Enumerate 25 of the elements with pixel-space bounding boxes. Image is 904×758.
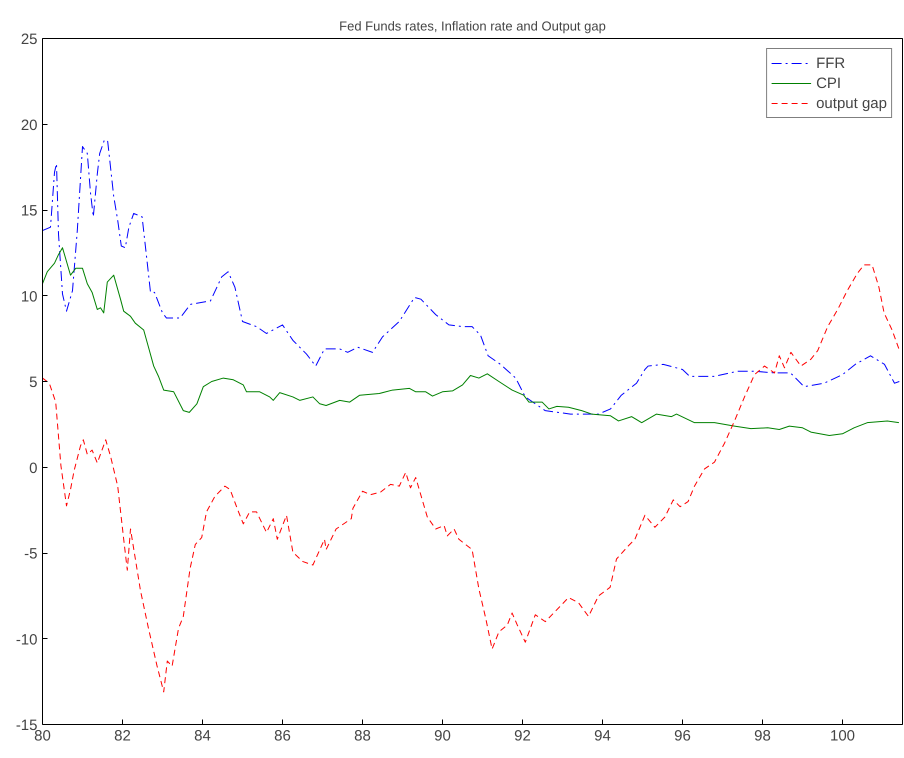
x-tick-label: 92 (514, 728, 531, 744)
x-tick-label: 100 (830, 728, 856, 744)
y-tick-label: -10 (16, 631, 38, 648)
legend-label: CPI (816, 74, 842, 92)
legend-label: FFR (816, 54, 846, 72)
x-tick-label: 96 (674, 728, 691, 744)
x-tick-label: 84 (194, 728, 211, 744)
line-series (42, 139, 900, 415)
x-tick-label: 90 (434, 728, 451, 744)
y-tick-label: 20 (20, 116, 38, 134)
y-tick-label: -5 (24, 546, 38, 562)
y-tick-label: 15 (20, 202, 38, 220)
x-tick-label: 86 (274, 728, 291, 744)
legend-label: output gap (816, 94, 887, 112)
y-tick-label: 25 (20, 31, 38, 48)
line-series (42, 247, 900, 436)
chart-title: Fed Funds rates, Inflation rate and Output gap (339, 18, 606, 34)
x-tick-label: 98 (754, 728, 771, 744)
x-tick-label: 94 (594, 728, 611, 744)
y-tick-label: 0 (29, 460, 38, 477)
x-tick-label: 88 (354, 728, 371, 744)
y-tick-label: 5 (29, 374, 38, 391)
x-tick-label: 82 (114, 728, 131, 744)
y-tick-label: 10 (20, 288, 38, 306)
line-series (42, 264, 900, 692)
